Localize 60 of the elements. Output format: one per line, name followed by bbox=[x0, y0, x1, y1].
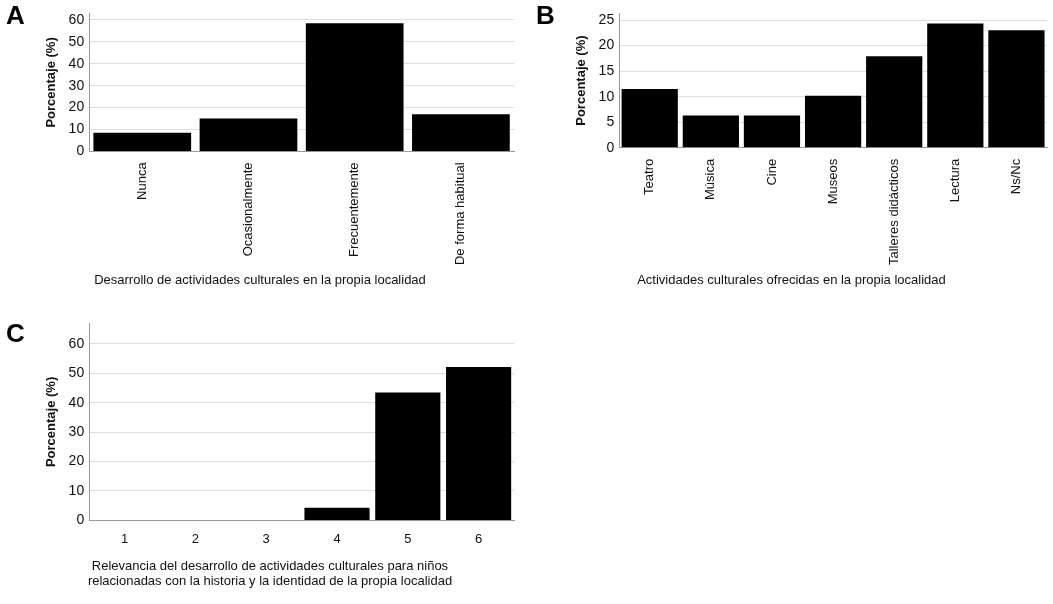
y-axis-title: Porcentaje (%) bbox=[573, 35, 589, 126]
y-tick-label: 0 bbox=[606, 138, 615, 155]
chart-title: B bbox=[536, 0, 555, 31]
bar bbox=[927, 23, 984, 148]
y-tick-label: 10 bbox=[68, 481, 85, 498]
x-axis-title: Desarrollo de actividades culturales en la propia localidad bbox=[93, 272, 427, 287]
y-tick-label: 15 bbox=[598, 62, 615, 78]
y-tick-label: 20 bbox=[68, 98, 85, 115]
x-tick-label: Ocasionalmente bbox=[240, 162, 256, 257]
x-tick-label: De forma habitual bbox=[452, 162, 468, 266]
x-tick-label: 6 bbox=[474, 530, 483, 546]
x-tick-label: Nunca bbox=[133, 161, 149, 200]
bar bbox=[621, 89, 678, 148]
x-tick-label: Frecuentemente bbox=[346, 162, 362, 258]
bar bbox=[682, 115, 739, 148]
y-tick-label: 0 bbox=[76, 511, 85, 528]
y-tick-label: 10 bbox=[598, 87, 615, 104]
y-tick-label: 30 bbox=[68, 76, 85, 93]
bar bbox=[304, 507, 370, 520]
y-tick-label: 20 bbox=[68, 452, 85, 469]
y-tick-label: 5 bbox=[606, 113, 615, 130]
y-tick-label: 25 bbox=[598, 10, 615, 27]
bar bbox=[412, 114, 510, 151]
chart-title: C bbox=[6, 318, 25, 349]
bar bbox=[804, 95, 862, 148]
x-tick-label: Lectura bbox=[946, 158, 962, 203]
y-tick-label: 30 bbox=[68, 423, 85, 440]
x-tick-label: 5 bbox=[404, 530, 412, 546]
x-tick-label: Ns/Nc bbox=[1008, 158, 1024, 195]
y-tick-label: 50 bbox=[68, 364, 85, 381]
bar bbox=[93, 132, 192, 151]
x-tick-label: Cine bbox=[763, 158, 779, 186]
x-tick-label: Música bbox=[702, 158, 718, 200]
bar bbox=[375, 392, 441, 520]
x-tick-label: Teatro bbox=[641, 158, 657, 195]
x-axis-title: Actividades culturales ofrecidas en la propia localidad bbox=[636, 272, 947, 287]
y-tick-label: 0 bbox=[76, 142, 85, 159]
bar bbox=[305, 23, 404, 151]
y-axis-title: Porcentaje (%) bbox=[43, 376, 59, 468]
y-tick-label: 50 bbox=[68, 32, 85, 49]
y-tick-label: 40 bbox=[68, 393, 85, 410]
chart-title: A bbox=[6, 0, 25, 31]
y-tick-label: 40 bbox=[68, 54, 85, 71]
y-tick-label: 10 bbox=[68, 120, 85, 137]
y-axis-title: Porcentaje (%) bbox=[43, 37, 59, 128]
x-tick-label: 1 bbox=[120, 530, 129, 546]
y-tick-label: 60 bbox=[68, 334, 85, 351]
x-tick-label: Museos bbox=[824, 158, 840, 205]
x-tick-label: 3 bbox=[262, 530, 270, 546]
bar bbox=[988, 30, 1045, 148]
bar bbox=[446, 366, 512, 520]
x-tick-label: 4 bbox=[333, 530, 341, 546]
y-tick-label: 20 bbox=[598, 36, 615, 53]
x-tick-label: Talleres didácticos bbox=[885, 158, 901, 265]
bar bbox=[866, 56, 923, 148]
bar bbox=[743, 115, 801, 148]
x-tick-label: 2 bbox=[191, 530, 199, 546]
x-axis-title: Relevancia del desarrollo de actividades culturales para niños relacionadas con la historia y la identidad de la propia localidad bbox=[86, 558, 454, 588]
bar bbox=[199, 118, 298, 151]
y-tick-label: 60 bbox=[68, 10, 85, 27]
